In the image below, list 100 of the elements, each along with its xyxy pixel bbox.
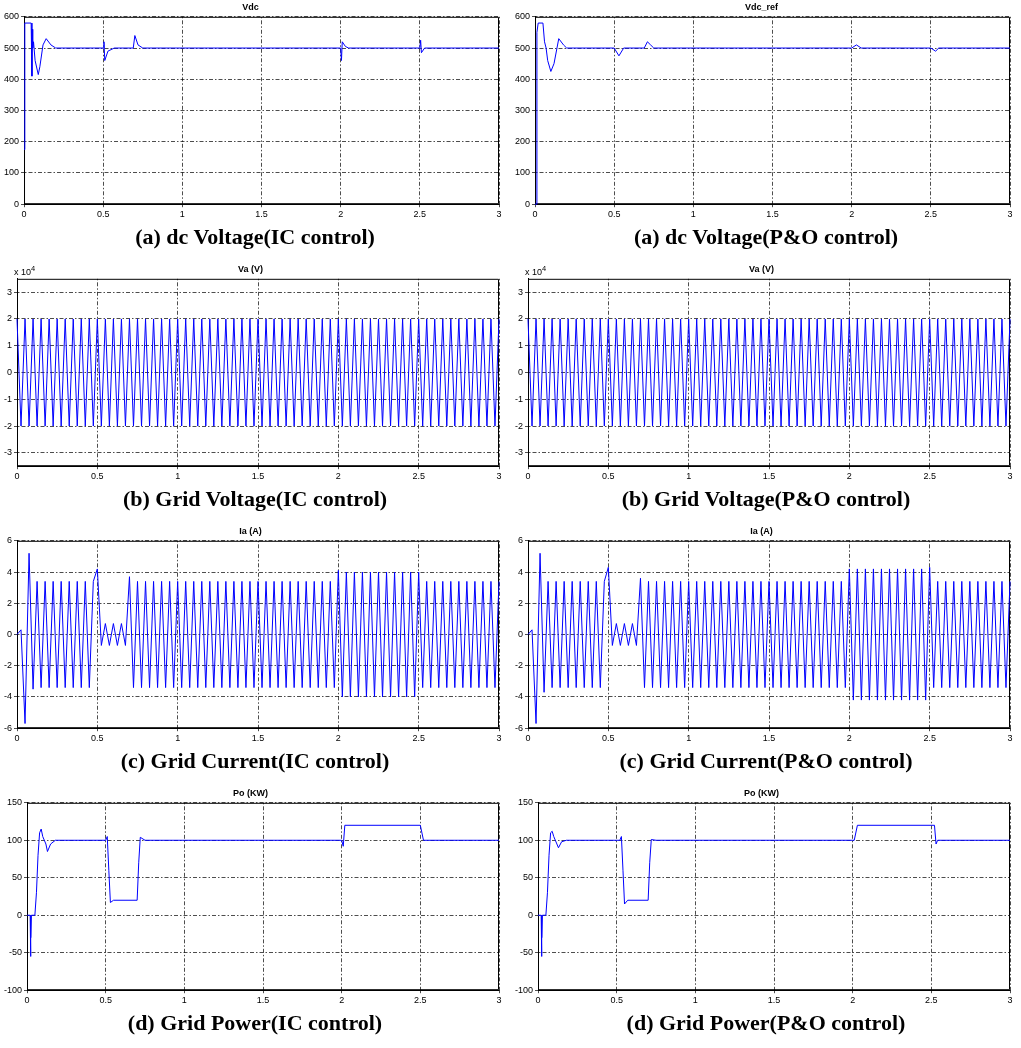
y-tick-label: 4 <box>6 566 12 577</box>
y-tick-label: -50 <box>520 947 534 958</box>
y-tick-label: 2 <box>6 313 12 324</box>
y-tick-label: -100 <box>4 984 23 995</box>
x-tick-label: 3 <box>496 733 502 744</box>
y-tick-label: -4 <box>3 691 12 702</box>
chart-title: Po (KW) <box>233 787 268 798</box>
x-tick-label: 2.5 <box>414 995 427 1006</box>
x-tick-label: 1 <box>175 471 181 482</box>
x-tick-label: 2 <box>850 995 856 1006</box>
y-tick-label: -6 <box>514 722 523 733</box>
y-tick-label: 2 <box>517 313 523 324</box>
x-tick-label: 0 <box>535 995 541 1006</box>
y-tick-label: 2 <box>517 597 523 608</box>
x-tick-label: 1.5 <box>762 733 776 744</box>
chart-title: Vdc_ref <box>744 1 779 12</box>
y-tick-label: -2 <box>514 660 523 671</box>
y-tick-label: 100 <box>3 167 20 178</box>
y-tick-label: -1 <box>514 393 523 404</box>
y-tick-label: 3 <box>517 286 523 297</box>
y-tick-label: 2 <box>6 597 12 608</box>
y-axis-title: x 10$^{4}$ <box>14 264 36 277</box>
y-tick-label: -50 <box>9 947 23 958</box>
x-tick-label: 2.5 <box>923 733 936 744</box>
x-tick-label: 1.5 <box>762 471 776 482</box>
x-tick-label: 2 <box>338 209 344 220</box>
text: (a) dc Voltage(IC control) <box>134 224 376 250</box>
x-tick-label: 1 <box>692 995 698 1006</box>
x-tick-label: 1 <box>690 209 696 220</box>
x-tick-label: 2 <box>339 995 345 1006</box>
x-tick-label: 2.5 <box>923 471 936 482</box>
y-tick-label: 1 <box>6 340 12 351</box>
y-tick-label: 50 <box>12 872 23 883</box>
text: (d) Grid Power(IC control) <box>126 1010 384 1036</box>
y-tick-label: -2 <box>514 420 523 431</box>
x-tick-label: 0.5 <box>91 471 104 482</box>
x-tick-label: 2 <box>335 471 341 482</box>
y-tick-label: 0 <box>17 909 23 920</box>
text: (b) Grid Voltage(IC control) <box>121 486 389 512</box>
y-tick-label: 1 <box>517 340 523 351</box>
y-tick-label: 0 <box>6 366 12 377</box>
x-tick-label: 2.5 <box>925 995 938 1006</box>
text: (d) Grid Power(P&O control) <box>625 1010 907 1036</box>
x-tick-label: 0.5 <box>602 471 615 482</box>
y-tick-label: 100 <box>514 167 531 178</box>
text: (a) dc Voltage(P&O control) <box>632 224 900 250</box>
y-tick-label: -3 <box>514 447 523 458</box>
x-tick-label: 2 <box>849 209 855 220</box>
x-tick-label: 2.5 <box>412 471 425 482</box>
x-tick-label: 2.5 <box>413 209 427 220</box>
x-tick-label: 1.5 <box>251 471 265 482</box>
y-tick-label: 200 <box>514 136 531 147</box>
y-tick-label: 200 <box>3 136 20 147</box>
y-tick-label: -2 <box>3 420 12 431</box>
y-tick-label: 100 <box>517 834 534 845</box>
y-tick-label: 500 <box>514 42 531 53</box>
x-tick-label: 3 <box>1007 209 1013 220</box>
text: (c) Grid Current(P&O control) <box>618 748 914 774</box>
y-tick-label: 150 <box>6 797 23 808</box>
y-tick-label: 500 <box>3 42 20 53</box>
x-tick-label: 0.5 <box>602 733 615 744</box>
x-tick-label: 1.5 <box>251 733 265 744</box>
chart-title: Vdc <box>242 1 259 12</box>
y-tick-label: 0 <box>517 628 523 639</box>
x-tick-label: 1.5 <box>766 209 779 220</box>
x-tick-label: 1.5 <box>255 209 268 220</box>
y-tick-label: -100 <box>515 984 534 995</box>
x-tick-label: 3 <box>1007 995 1013 1006</box>
y-tick-label: -6 <box>3 722 12 733</box>
x-tick-label: 2.5 <box>924 209 938 220</box>
x-tick-label: 2 <box>335 733 341 744</box>
y-tick-label: 3 <box>6 286 12 297</box>
y-tick-label: 300 <box>3 104 20 115</box>
x-tick-label: 0.5 <box>99 995 112 1006</box>
x-tick-label: 0 <box>24 995 30 1006</box>
x-tick-label: 0.5 <box>96 209 110 220</box>
x-tick-label: 1.5 <box>767 995 781 1006</box>
x-tick-label: 1.5 <box>256 995 270 1006</box>
chart-title: Ia (A) <box>239 525 262 536</box>
x-tick-label: 3 <box>496 471 502 482</box>
chart-title: Po (KW) <box>744 787 779 798</box>
chart-title: Va (V) <box>237 263 264 274</box>
text: (c) Grid Current(IC control) <box>119 748 391 774</box>
x-tick-label: 1 <box>181 995 187 1006</box>
y-tick-label: -3 <box>3 447 12 458</box>
y-tick-label: -2 <box>3 660 12 671</box>
x-tick-label: 2 <box>846 471 852 482</box>
chart-title: Ia (A) <box>750 525 773 536</box>
y-tick-label: 0 <box>525 198 531 209</box>
y-tick-label: 0 <box>6 628 12 639</box>
x-tick-label: 0.5 <box>610 995 623 1006</box>
y-tick-label: 0 <box>517 366 523 377</box>
y-tick-label: 300 <box>514 104 531 115</box>
x-tick-label: 3 <box>496 995 502 1006</box>
x-tick-label: 3 <box>1007 471 1013 482</box>
x-tick-label: 3 <box>496 209 502 220</box>
chart-title: Va (V) <box>748 263 775 274</box>
y-tick-label: 6 <box>6 535 12 546</box>
y-tick-label: 100 <box>6 834 23 845</box>
x-tick-label: 3 <box>1007 733 1013 744</box>
